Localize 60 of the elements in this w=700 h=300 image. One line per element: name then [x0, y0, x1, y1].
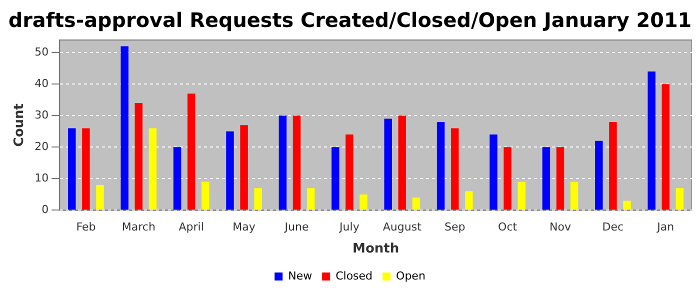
bar [465, 191, 473, 210]
bar [278, 116, 287, 210]
bar [412, 198, 420, 210]
bar [436, 122, 445, 210]
x-tick-label: July [338, 220, 360, 234]
bar [134, 103, 143, 210]
legend-label: Open [396, 269, 426, 282]
y-tick-label: 50 [34, 45, 49, 58]
bar [82, 128, 90, 210]
y-axis-title: Count [12, 104, 28, 147]
x-tick-label: Dec [602, 220, 624, 234]
x-axis-title: Month [352, 242, 400, 257]
bar [398, 116, 406, 210]
bar [609, 122, 617, 210]
legend-label: Closed [336, 269, 373, 282]
bar [450, 128, 459, 210]
bar [306, 188, 315, 210]
y-tick-label: 30 [34, 108, 49, 122]
bar [676, 188, 684, 210]
x-tick-label: August [382, 220, 422, 234]
x-tick-label: Oct [498, 220, 518, 234]
bar [202, 182, 210, 210]
x-tick-label: April [178, 220, 204, 234]
x-tick-label: March [122, 220, 156, 234]
bar [120, 46, 128, 210]
bar [254, 188, 262, 210]
bar [556, 147, 564, 210]
bar [648, 72, 656, 210]
bar [570, 182, 578, 210]
bar [226, 131, 234, 210]
legend-label: New [288, 269, 312, 282]
bar [490, 134, 498, 210]
x-tick-label: Feb [76, 220, 96, 234]
x-tick-label: June [284, 220, 309, 234]
x-tick-label: Jan [656, 220, 674, 234]
y-tick-label: 20 [34, 140, 49, 154]
x-tick-label: Sep [444, 220, 466, 234]
bar [292, 116, 301, 210]
bar [187, 94, 196, 210]
bar [384, 118, 392, 210]
bar [68, 128, 76, 210]
bar [148, 128, 157, 210]
bar [332, 147, 340, 210]
bar [360, 194, 368, 210]
bar [346, 134, 354, 210]
bar [504, 147, 512, 210]
bar [518, 182, 526, 210]
bar [542, 147, 550, 210]
bar [662, 84, 670, 210]
bar [623, 200, 631, 210]
y-tick-label: 10 [34, 172, 49, 185]
y-tick-label: 40 [34, 76, 49, 90]
chart-title: drafts-approval Requests Created/Closed/Open January 2011 [8, 8, 692, 32]
bar [595, 140, 603, 210]
bar [96, 184, 104, 210]
bar [240, 125, 248, 210]
bar [173, 147, 182, 210]
x-tick-label: May [232, 220, 256, 234]
x-tick-label: Nov [550, 220, 572, 234]
y-tick-label: 0 [42, 203, 49, 216]
